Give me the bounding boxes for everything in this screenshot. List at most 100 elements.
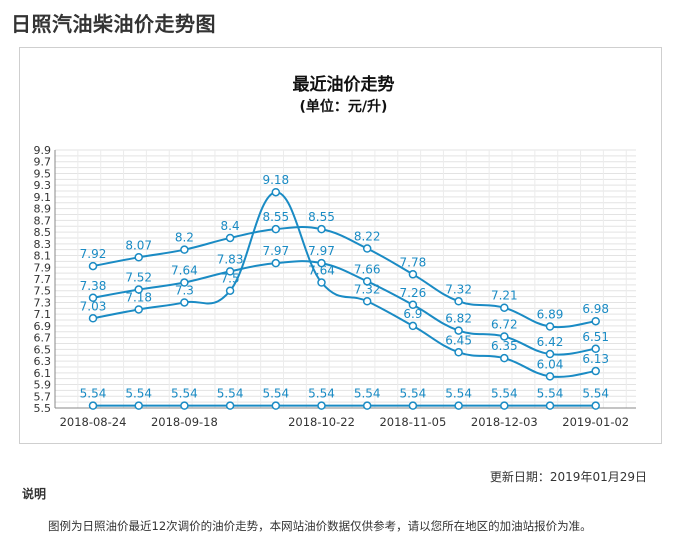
- y-tick-label: 9.7: [34, 156, 52, 169]
- data-label: 6.98: [582, 302, 609, 316]
- data-point: [225, 401, 235, 410]
- data-label: 8.07: [125, 238, 152, 252]
- data-label: 5.54: [262, 387, 289, 401]
- data-point: [591, 344, 600, 354]
- y-tick-label: 5.7: [34, 390, 52, 403]
- data-label: 6.45: [445, 333, 472, 347]
- data-point: [317, 401, 326, 410]
- data-point: [408, 321, 418, 331]
- data-label: 7.5: [221, 272, 240, 286]
- data-label: 7.66: [354, 262, 381, 276]
- y-tick-label: 7.5: [34, 285, 52, 298]
- data-label: 8.4: [221, 219, 240, 233]
- data-point: [271, 187, 281, 197]
- y-tick-label: 5.5: [34, 402, 52, 415]
- data-point: [180, 298, 189, 307]
- data-label: 5.54: [354, 387, 381, 401]
- x-tick-label: 2018-09-18: [151, 415, 218, 429]
- chart-subtitle: (单位：元/升): [299, 99, 388, 115]
- y-tick-label: 7.3: [34, 296, 52, 309]
- x-tick-label: 2018-11-05: [379, 415, 446, 429]
- data-point: [454, 348, 463, 357]
- data-label: 8.22: [354, 230, 381, 244]
- x-tick-label: 2018-10-22: [288, 415, 355, 429]
- grid: [54, 149, 636, 409]
- data-point: [545, 349, 555, 359]
- data-label: 7.64: [308, 264, 335, 278]
- data-label: 7.3: [175, 283, 194, 297]
- data-label: 7.03: [80, 299, 107, 313]
- data-point: [225, 233, 235, 243]
- y-tick-label: 8.9: [34, 203, 52, 216]
- data-label: 6.04: [537, 357, 564, 371]
- data-point: [500, 401, 509, 410]
- data-label: 5.54: [582, 387, 609, 401]
- data-label: 5.54: [217, 387, 244, 401]
- description-text: 图例为日照油价最近12次调价的油价走势，本网站油价数据仅供参考，请以您所在地区的…: [48, 519, 592, 533]
- data-point: [88, 314, 98, 323]
- data-point: [134, 285, 143, 294]
- data-label: 5.54: [400, 387, 427, 401]
- data-point: [180, 278, 189, 287]
- y-tick-label: 6.9: [34, 320, 52, 333]
- y-tick-label: 7.1: [34, 308, 52, 321]
- data-point: [591, 401, 600, 410]
- data-point: [317, 224, 326, 234]
- y-tick-label: 5.9: [34, 379, 52, 392]
- x-tick-label: 2018-12-03: [471, 415, 538, 429]
- data-point: [180, 245, 189, 254]
- data-label: 5.54: [537, 387, 564, 401]
- data-point: [271, 224, 281, 234]
- series-line-series-2: [92, 260, 596, 356]
- data-label: 6.35: [491, 339, 518, 353]
- data-point: [88, 293, 98, 303]
- y-tick-label: 6.5: [34, 343, 52, 356]
- update-date: 更新日期：2019年01月29日: [489, 470, 647, 484]
- y-tick-label: 9.9: [34, 144, 52, 157]
- y-tick-label: 7.7: [34, 273, 52, 286]
- data-point: [317, 258, 326, 268]
- data-label: 7.18: [125, 290, 152, 304]
- data-point: [545, 322, 555, 331]
- data-point: [454, 326, 463, 335]
- y-tick-label: 9.3: [34, 179, 52, 192]
- data-point: [408, 300, 418, 310]
- y-tick-label: 6.1: [34, 367, 52, 380]
- data-label: 6.82: [445, 312, 472, 326]
- data-point: [271, 401, 281, 410]
- data-label: 6.13: [582, 352, 609, 366]
- data-label: 5.54: [308, 387, 335, 401]
- data-label: 5.54: [491, 387, 518, 401]
- data-point: [180, 401, 189, 410]
- data-label: 7.92: [80, 247, 107, 261]
- data-point: [362, 401, 372, 410]
- data-label: 9.18: [262, 173, 289, 187]
- data-label: 6.89: [537, 307, 564, 321]
- y-tick-label: 6.3: [34, 355, 52, 368]
- y-tick-label: 8.5: [34, 226, 52, 239]
- x-tick-label: 2018-08-24: [60, 415, 127, 429]
- series-group: [88, 187, 600, 410]
- data-point: [500, 303, 509, 312]
- data-label: 7.64: [171, 264, 198, 278]
- data-label: 5.54: [445, 387, 472, 401]
- x-tick-label: 2019-01-02: [562, 415, 629, 429]
- y-tick-label: 8.3: [34, 238, 52, 251]
- y-tick-label: 7.9: [34, 261, 52, 274]
- data-point: [225, 286, 235, 295]
- data-label: 7.78: [400, 255, 427, 269]
- data-label: 5.54: [80, 387, 107, 401]
- data-point: [362, 277, 372, 286]
- data-point: [271, 258, 281, 268]
- axes: 5.55.75.96.16.36.56.76.97.17.37.57.77.98…: [34, 144, 636, 429]
- data-point: [500, 332, 509, 341]
- description-heading: 说明: [22, 487, 47, 501]
- data-point: [88, 401, 98, 410]
- data-label: 6.72: [491, 317, 518, 331]
- data-label: 7.21: [491, 289, 518, 303]
- data-point: [545, 372, 555, 381]
- data-point: [134, 401, 143, 410]
- data-label: 6.42: [537, 335, 564, 349]
- data-point: [591, 316, 600, 326]
